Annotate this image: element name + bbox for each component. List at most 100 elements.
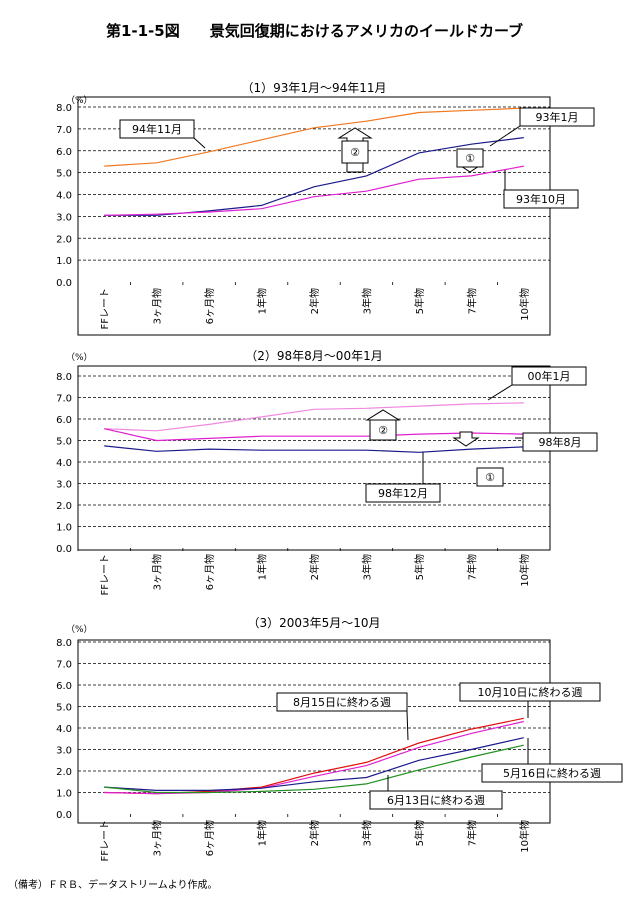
y-tick-label: 3.0	[56, 480, 72, 491]
callout-label: 98年12月	[378, 486, 428, 500]
callout-box	[503, 189, 579, 209]
x-tick-label: 6ヶ月物	[203, 554, 216, 590]
y-tick-label: 2.0	[56, 767, 72, 778]
y-tick-label: 2.0	[56, 501, 72, 512]
callout-box	[481, 763, 623, 783]
x-tick-label: 2年物	[308, 288, 321, 314]
callout-box	[369, 790, 503, 810]
y-tick-label: 1.0	[56, 789, 72, 800]
series-line-3	[104, 165, 524, 216]
y-unit-label: （%）	[66, 624, 93, 635]
callout-label: 8月15日に終わる週	[293, 695, 391, 709]
series-line-1	[104, 107, 524, 167]
x-tick-label: 2年物	[308, 820, 321, 846]
x-tick-label: 6ヶ月物	[203, 820, 216, 856]
callout-pointer	[489, 125, 521, 147]
series-line-2	[104, 720, 524, 795]
series-line-1	[104, 402, 524, 432]
y-unit-label: （%）	[66, 95, 93, 106]
x-tick-label: 5年物	[413, 820, 426, 846]
y-tick-label: 4.0	[56, 724, 72, 735]
x-tick-label: 5年物	[413, 288, 426, 314]
y-tick-label: 0.0	[56, 278, 72, 289]
x-tick-label: 3ヶ月物	[151, 288, 164, 324]
callout-box	[276, 692, 408, 712]
callout-label: 10月10日に終わる週	[478, 685, 583, 699]
chart-title: （2）98年8月～00年1月	[245, 349, 382, 363]
y-tick-label: 8.0	[56, 372, 72, 383]
x-tick-label: 10年物	[518, 554, 531, 587]
y-tick-label: 6.0	[56, 681, 72, 692]
x-tick-label: 3年物	[360, 554, 373, 580]
chart-panel-2: （2）98年8月～00年1月 （%） 0.0 1.0 2.0 3.0 4.0 5.0 6.0 7.…	[56, 349, 598, 596]
y-tick-label: 8.0	[56, 638, 72, 649]
chart-title: （3）2003年5月～10月	[247, 616, 380, 630]
y-tick-label: 0.0	[56, 810, 72, 821]
y-tick-label: 1.0	[56, 523, 72, 534]
series-line-2	[104, 428, 524, 442]
x-tick-label: 10年物	[518, 820, 531, 853]
chart-panel-3: （3）2003年5月～10月 （%） 0.0 1.0 2.0 3.0 4.0 5.0 6.0 7.…	[56, 616, 623, 862]
x-tick-label: 1年物	[256, 554, 269, 580]
x-tick-label: 7年物	[465, 554, 478, 580]
y-tick-label: 4.0	[56, 191, 72, 202]
callout-box	[511, 366, 587, 386]
y-tick-label: 7.0	[56, 394, 72, 405]
x-tick-label: 6ヶ月物	[203, 288, 216, 324]
x-tick-label: 5年物	[413, 554, 426, 580]
x-tick-label: 3年物	[360, 820, 373, 846]
callout-label: 98年8月	[539, 435, 582, 449]
x-tick-label: 7年物	[465, 288, 478, 314]
figure-title: 第1-1-5図 景気回復期におけるアメリカのイールドカーブ	[105, 22, 524, 40]
chart-panel-1: （1）93年1月～94年11月 （%） 0.0 1.0 2.0 3.0 4.0 5.0 6.0 7…	[56, 81, 595, 336]
y-tick-label: 5.0	[56, 703, 72, 714]
source-note: （備考）ＦＲＢ、データストリームより作成。	[8, 880, 218, 891]
series-line-3	[104, 445, 524, 453]
x-tick-label: FFレート	[100, 554, 111, 596]
y-tick-label: 1.0	[56, 256, 72, 267]
callout-label: 93年1月	[536, 110, 579, 124]
y-tick-label: 5.0	[56, 437, 72, 448]
x-tick-label: 7年物	[465, 820, 478, 846]
y-tick-label: 7.0	[56, 660, 72, 671]
series-line-4	[104, 744, 524, 794]
callout-pointer	[487, 384, 513, 401]
callout-box	[365, 483, 441, 503]
annotation-box	[341, 140, 369, 164]
callout-label: 94年11月	[132, 122, 182, 136]
x-tick-label: 10年物	[518, 288, 531, 321]
x-tick-label: 3年物	[360, 288, 373, 314]
callout-label: 00年1月	[528, 369, 571, 383]
y-tick-label: 7.0	[56, 125, 72, 136]
y-tick-label: 4.0	[56, 458, 72, 469]
callout-label: 93年10月	[516, 192, 566, 206]
annotation-label: ①	[465, 152, 475, 165]
callout-label: 6月13日に終わる週	[387, 793, 485, 807]
callout-box	[459, 682, 601, 702]
annotation-label: ①	[485, 471, 495, 484]
chart-frame	[77, 365, 551, 551]
chart-title: （1）93年1月～94年11月	[241, 81, 386, 95]
annotation-label: ②	[350, 146, 360, 159]
y-tick-label: 2.0	[56, 234, 72, 245]
y-unit-label: （%）	[66, 352, 93, 363]
y-tick-label: 8.0	[56, 103, 72, 114]
y-tick-label: 3.0	[56, 212, 72, 223]
annotation-box	[369, 419, 397, 441]
callout-pointer	[406, 710, 409, 741]
x-tick-label: 1年物	[256, 820, 269, 846]
callout-box	[522, 432, 598, 452]
x-tick-label: FFレート	[100, 820, 111, 862]
y-tick-label: 0.0	[56, 544, 72, 555]
callout-pointer	[193, 137, 206, 149]
annotation-box	[476, 467, 504, 487]
y-tick-label: 5.0	[56, 169, 72, 180]
x-tick-label: 2年物	[308, 554, 321, 580]
x-tick-label: 1年物	[256, 288, 269, 314]
down-arrow-icon	[452, 431, 480, 447]
y-tick-label: 3.0	[56, 746, 72, 757]
callout-box	[119, 119, 195, 139]
callout-label: 5月16日に終わる週	[503, 766, 601, 780]
callout-box	[519, 107, 595, 127]
